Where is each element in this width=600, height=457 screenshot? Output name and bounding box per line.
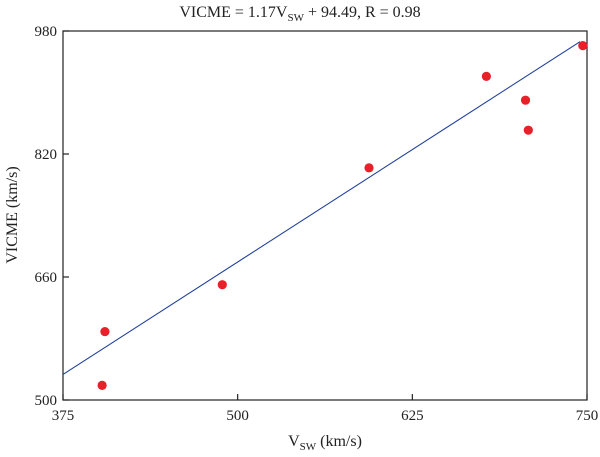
data-point [578, 41, 588, 51]
x-axis-title: VSW (km/s) [288, 433, 362, 453]
data-point [481, 71, 491, 81]
x-tick-label: 625 [401, 408, 424, 424]
y-axis: 500 660 820 980 [35, 24, 69, 409]
x-tick-label: 750 [576, 408, 599, 424]
regression-line [62, 41, 581, 375]
plot-frame [62, 30, 588, 401]
x-tick-label: 500 [226, 408, 249, 424]
chart-title: VICME = 1.17VSW + 94.49, R = 0.98 [179, 4, 420, 24]
data-point [520, 95, 531, 105]
x-tick-label: 375 [52, 408, 75, 424]
data-point [100, 326, 110, 337]
y-tick-label: 980 [35, 24, 58, 40]
data-points [97, 41, 588, 390]
data-point [97, 380, 107, 390]
data-point [217, 280, 227, 290]
y-axis-title: VICME (km/s) [4, 166, 21, 263]
y-tick-label: 820 [35, 147, 58, 163]
x-axis: 375 500 625 750 [52, 394, 599, 424]
data-point [523, 125, 533, 135]
data-point [364, 163, 374, 173]
y-tick-label: 500 [35, 393, 58, 409]
y-tick-label: 660 [35, 270, 58, 286]
